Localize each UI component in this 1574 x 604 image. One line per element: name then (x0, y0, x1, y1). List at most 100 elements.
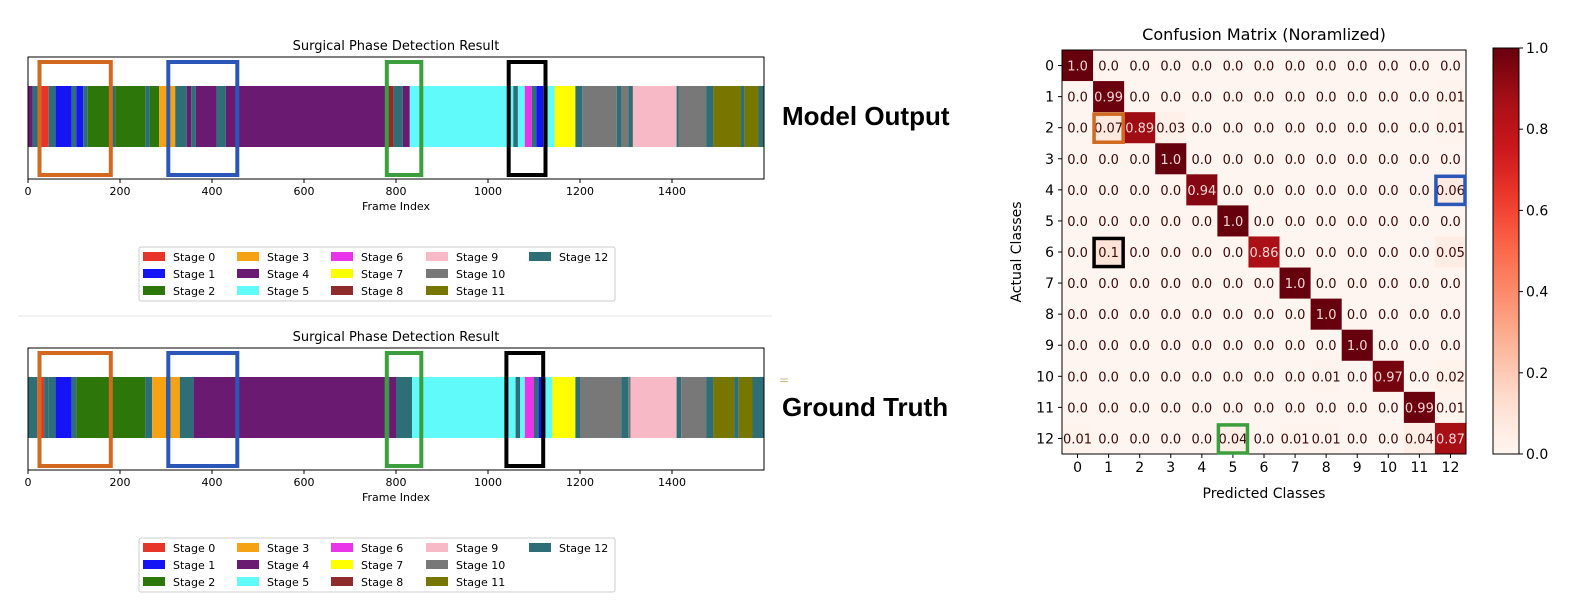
tl1-segment-31 (554, 86, 576, 147)
matrix-cell-0-9 (1341, 50, 1374, 82)
matrix-cell-5-12 (1434, 205, 1467, 237)
matrix-cell-label-5-12: 0.0 (1440, 215, 1461, 230)
matrix-cell-label-4-12: 0.06 (1436, 184, 1465, 199)
matrix-cell-label-8-7: 0.0 (1285, 308, 1306, 323)
tl1-segment-7 (83, 86, 88, 147)
matrix-cell-10-6 (1248, 360, 1280, 393)
matrix-cell-label-7-7: 1.0 (1285, 277, 1306, 292)
matrix-cell-label-0-4: 0.0 (1192, 60, 1213, 75)
matrix-cell-6-8 (1310, 236, 1342, 268)
tl2-highlight-box-blue (166, 351, 240, 468)
tl2-segment-31 (706, 377, 714, 438)
matrix-cell-4-10 (1372, 174, 1405, 206)
matrix-cell-12-8 (1310, 422, 1342, 455)
matrix-cell-label-0-2: 0.0 (1129, 60, 1150, 75)
matrix-cell-label-2-9: 0.0 (1347, 122, 1368, 137)
tl1-xtick-label-1200: 1200 (566, 185, 594, 198)
matrix-cell-label-12-6: 0.0 (1254, 432, 1275, 447)
matrix-cell-label-11-10: 0.0 (1378, 401, 1399, 416)
matrix-cell-label-9-1: 0.0 (1098, 339, 1119, 354)
matrix-cell-label-7-1: 0.0 (1098, 277, 1119, 292)
matrix-cell-11-2 (1124, 391, 1156, 424)
tl1-segment-17 (195, 86, 217, 147)
matrix-cell-label-1-1: 0.99 (1094, 91, 1123, 106)
matrix-cell-7-3 (1155, 267, 1187, 299)
matrix-cell-label-11-0: 0.0 (1067, 401, 1088, 416)
tl1-legend-swatch-12 (529, 252, 551, 261)
matrix-cell-label-5-1: 0.0 (1098, 215, 1119, 230)
matrix-cell-8-5 (1217, 298, 1249, 330)
matrix-cell-0-8 (1310, 50, 1342, 82)
matrix-cell-label-1-11: 0.0 (1409, 91, 1430, 106)
tl2-segment-22 (545, 377, 553, 438)
matrix-cell-label-2-1: 0.07 (1094, 122, 1123, 137)
matrix-cell-label-10-2: 0.0 (1129, 370, 1150, 385)
tl2-segment-33 (734, 377, 739, 438)
tl2-legend-swatch-5 (237, 577, 259, 586)
tl1-legend-label-5: Stage 5 (267, 285, 309, 298)
matrix-cell-7-0 (1062, 267, 1094, 299)
tl2-segment-28 (630, 377, 677, 438)
chart-title: Surgical Phase Detection Result (293, 330, 500, 345)
matrix-cell-11-4 (1186, 391, 1218, 424)
tl1-segment-2 (39, 86, 49, 147)
matrix-cell-0-11 (1403, 50, 1436, 82)
tl1-segment-37 (632, 86, 677, 147)
matrix-cell-label-11-9: 0.0 (1347, 401, 1368, 416)
tl1-legend-label-2: Stage 2 (173, 285, 215, 298)
matrix-cell-8-3 (1155, 298, 1187, 330)
matrix-cell-12-2 (1124, 422, 1156, 455)
matrix-cell-label-5-3: 0.0 (1160, 215, 1181, 230)
matrix-cell-label-4-2: 0.0 (1129, 184, 1150, 199)
colorbar-tick-label-0.8: 0.8 (1526, 122, 1548, 138)
tl2-xtick-label-1000: 1000 (474, 476, 502, 489)
matrix-ytick-label-1: 1 (1045, 90, 1054, 106)
tl1-legend-swatch-8 (331, 286, 353, 295)
matrix-cell-5-6 (1248, 205, 1280, 237)
matrix-cell-label-12-12: 0.87 (1436, 432, 1465, 447)
matrix-cell-label-7-2: 0.0 (1129, 277, 1150, 292)
matrix-cell-12-0 (1062, 422, 1094, 455)
matrix-cell-label-8-3: 0.0 (1160, 308, 1181, 323)
tl1-segment-1 (32, 86, 40, 147)
matrix-cell-label-3-4: 0.0 (1192, 153, 1213, 168)
matrix-cell-2-5 (1217, 112, 1249, 144)
matrix-cell-9-3 (1155, 329, 1187, 362)
matrix-cell-label-6-9: 0.0 (1347, 246, 1368, 261)
tl2-segment-16 (412, 377, 516, 438)
matrix-cell-label-11-5: 0.0 (1223, 401, 1244, 416)
tl2-legend-label-0: Stage 0 (173, 542, 215, 555)
matrix-cell-3-4 (1186, 143, 1218, 175)
matrix-cell-4-4 (1186, 174, 1218, 206)
matrix-cell-label-7-0: 0.0 (1067, 277, 1088, 292)
matrix-cell-6-0 (1062, 236, 1094, 268)
matrix-cell-label-11-6: 0.0 (1254, 401, 1275, 416)
matrix-cell-label-1-9: 0.0 (1347, 91, 1368, 106)
matrix-cell-label-6-5: 0.0 (1223, 246, 1244, 261)
matrix-cell-3-2 (1124, 143, 1156, 175)
tl2-legend-label-4: Stage 4 (267, 559, 309, 572)
matrix-title: Confusion Matrix (Noramlized) (1142, 25, 1386, 44)
matrix-xtick-label-11: 11 (1410, 460, 1428, 476)
tl1-segment-26 (524, 86, 532, 147)
matrix-cell-label-3-10: 0.0 (1378, 153, 1399, 168)
matrix-cell-3-5 (1217, 143, 1249, 175)
matrix-cell-label-10-1: 0.0 (1098, 370, 1119, 385)
matrix-cell-6-6 (1248, 236, 1280, 268)
matrix-cell-11-0 (1062, 391, 1094, 424)
matrix-cell-label-0-5: 0.0 (1223, 60, 1244, 75)
matrix-ytick-label-8: 8 (1045, 307, 1054, 323)
matrix-cell-label-0-7: 0.0 (1285, 60, 1306, 75)
matrix-cell-label-5-8: 0.0 (1316, 215, 1337, 230)
matrix-cell-label-10-9: 0.0 (1347, 370, 1368, 385)
matrix-cell-label-6-0: 0.0 (1067, 246, 1088, 261)
matrix-cell-8-8 (1310, 298, 1342, 330)
tl2-segment-25 (580, 377, 622, 438)
matrix-cell-label-3-3: 1.0 (1160, 153, 1181, 168)
matrix-cell-label-10-0: 0.0 (1067, 370, 1088, 385)
matrix-cell-label-1-6: 0.0 (1254, 91, 1275, 106)
matrix-cell-3-9 (1341, 143, 1374, 175)
matrix-cell-0-4 (1186, 50, 1218, 82)
matrix-cell-5-7 (1279, 205, 1311, 237)
matrix-cell-12-7 (1279, 422, 1311, 455)
